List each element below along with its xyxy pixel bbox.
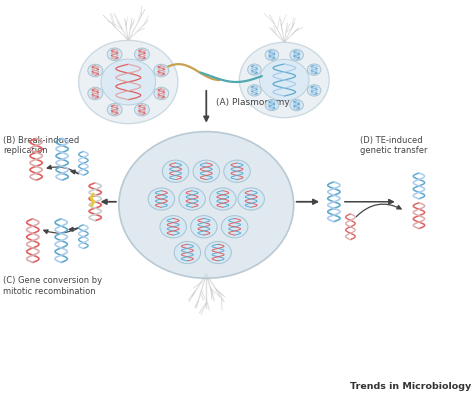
Circle shape (308, 64, 321, 75)
Circle shape (160, 216, 186, 238)
Circle shape (135, 48, 149, 60)
Circle shape (101, 59, 155, 105)
Text: (A) Plasmogamy: (A) Plasmogamy (216, 98, 290, 107)
Text: Trends in Microbiology: Trends in Microbiology (350, 382, 471, 391)
Circle shape (238, 188, 264, 210)
Circle shape (88, 87, 103, 100)
Circle shape (193, 160, 219, 182)
Circle shape (247, 64, 261, 75)
Circle shape (308, 85, 321, 96)
Text: (B) Break-induced
replication: (B) Break-induced replication (3, 136, 79, 155)
Circle shape (290, 100, 303, 111)
Circle shape (148, 188, 174, 210)
Circle shape (224, 160, 250, 182)
Circle shape (265, 100, 279, 111)
Circle shape (239, 42, 329, 118)
Circle shape (154, 64, 169, 77)
Circle shape (162, 160, 189, 182)
Circle shape (174, 242, 201, 263)
Circle shape (79, 40, 178, 124)
Text: (D) TE-induced
genetic transfer: (D) TE-induced genetic transfer (360, 136, 428, 155)
Circle shape (260, 59, 309, 101)
Circle shape (205, 242, 231, 263)
Circle shape (265, 49, 279, 60)
Circle shape (107, 103, 122, 116)
Circle shape (210, 188, 236, 210)
Circle shape (247, 85, 261, 96)
Circle shape (154, 87, 169, 100)
Circle shape (179, 188, 205, 210)
Circle shape (119, 132, 294, 278)
Circle shape (191, 216, 217, 238)
Circle shape (135, 103, 149, 116)
Circle shape (221, 216, 248, 238)
Text: (C) Gene conversion by
mitotic recombination: (C) Gene conversion by mitotic recombina… (3, 276, 102, 296)
Circle shape (88, 64, 103, 77)
Circle shape (290, 49, 303, 60)
Circle shape (107, 48, 122, 60)
